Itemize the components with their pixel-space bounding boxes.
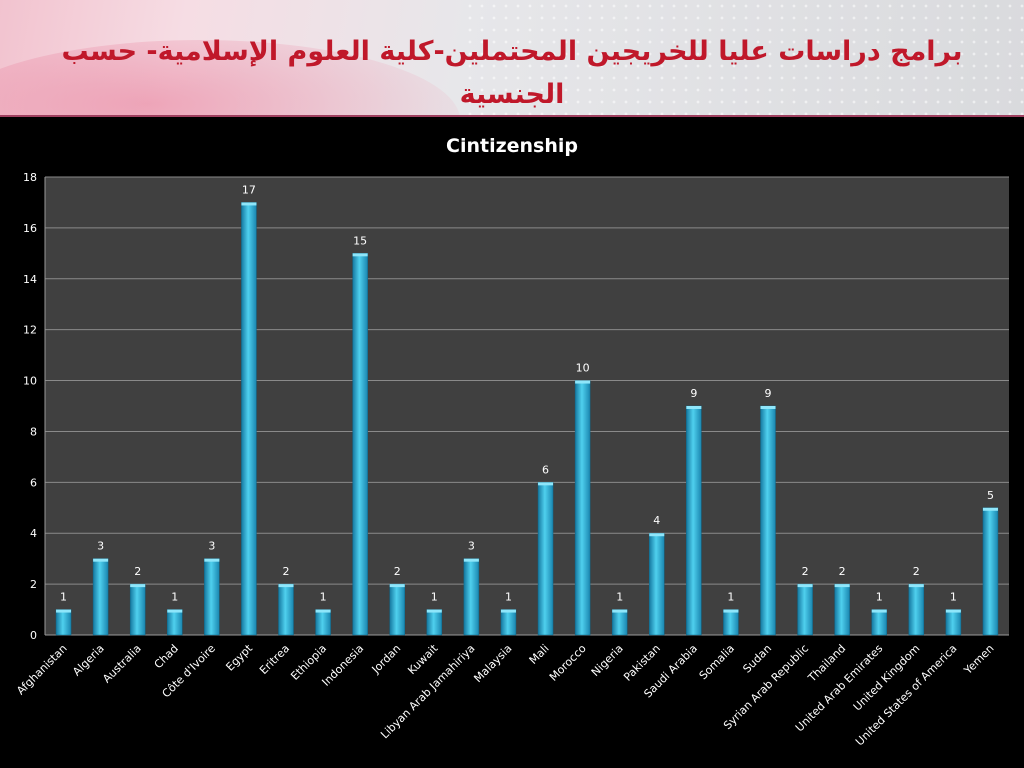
bar-cap [538, 482, 554, 486]
y-tick-label: 8 [30, 425, 37, 438]
bar-cap [204, 558, 220, 562]
bar-cap [426, 609, 442, 613]
data-label: 3 [468, 540, 475, 553]
bar-cap [723, 609, 739, 613]
bar-cap [797, 584, 813, 588]
bar-cap [389, 584, 405, 588]
y-tick-label: 4 [30, 527, 37, 540]
bar-cap [167, 609, 183, 613]
bar-cap [352, 253, 368, 257]
bar-cap [500, 609, 516, 613]
bar-cap [982, 507, 998, 511]
title-banner: برامج دراسات عليا للخريجين المحتملين-كلي… [0, 0, 1024, 117]
data-label: 2 [134, 565, 141, 578]
bar-cap [871, 609, 887, 613]
data-label: 1 [950, 591, 957, 604]
bar-cap [612, 609, 628, 613]
data-label: 1 [616, 591, 623, 604]
bar [55, 609, 72, 636]
bar-cap [945, 609, 961, 613]
y-tick-label: 2 [30, 578, 37, 591]
bar [908, 583, 925, 636]
bar-cap [834, 584, 850, 588]
y-tick-labels: 0 2 4 6 8 10 12 14 16 18 [23, 171, 37, 642]
data-label: 2 [802, 565, 809, 578]
data-label: 1 [727, 591, 734, 604]
y-tick-label: 12 [23, 324, 37, 337]
bar [241, 202, 257, 636]
data-label: 1 [171, 591, 178, 604]
data-label: 1 [60, 591, 67, 604]
y-tick-label: 16 [23, 222, 37, 235]
y-tick-label: 18 [23, 171, 37, 184]
data-label: 3 [97, 540, 104, 553]
data-label: 4 [653, 514, 660, 527]
data-label: 6 [542, 463, 549, 476]
bar-cap [908, 584, 924, 588]
bar [574, 380, 591, 636]
data-label: 9 [765, 387, 772, 400]
data-label: 1 [876, 591, 883, 604]
banner-divider [0, 115, 1024, 117]
data-label: 2 [839, 565, 846, 578]
bar [352, 253, 368, 636]
bar [834, 583, 850, 636]
bar-cap [93, 558, 109, 562]
data-label: 15 [353, 234, 367, 247]
bar [426, 609, 443, 636]
bar [686, 405, 702, 636]
bar [760, 405, 776, 636]
bar-cap [649, 533, 665, 537]
bar [537, 482, 554, 636]
bar-cap [315, 609, 331, 613]
bar [945, 609, 962, 636]
bar [167, 609, 183, 636]
bars [55, 202, 999, 636]
bar-cap [56, 609, 72, 613]
data-label: 10 [576, 362, 590, 375]
plot-area [45, 177, 1009, 635]
bar [204, 558, 220, 636]
bar [611, 609, 628, 636]
bar-cap [130, 584, 146, 588]
data-label: 1 [505, 591, 512, 604]
bar [92, 558, 109, 636]
y-tick-label: 0 [30, 629, 37, 642]
data-label: 2 [394, 565, 401, 578]
bar [797, 583, 813, 636]
bar-cap [278, 584, 294, 588]
data-label: 2 [913, 565, 920, 578]
bar [500, 609, 517, 636]
bar [982, 507, 999, 636]
slide-title: برامج دراسات عليا للخريجين المحتملين-كلي… [61, 36, 963, 110]
bar [649, 532, 665, 636]
bar-cap [241, 202, 257, 206]
y-tick-label: 6 [30, 476, 37, 489]
bar [871, 609, 887, 636]
chart-title: Cintizenship [446, 135, 578, 157]
data-label: 5 [987, 489, 994, 502]
y-tick-label: 14 [23, 273, 37, 286]
banner-dot-pattern [464, 0, 1024, 117]
bar [723, 609, 739, 636]
y-tick-label: 10 [23, 375, 37, 388]
data-label: 17 [242, 183, 256, 196]
bar-cap [463, 558, 479, 562]
bar [129, 583, 146, 636]
data-label: 2 [283, 565, 290, 578]
bar [315, 609, 331, 636]
bar-cap [760, 406, 776, 409]
data-label: 1 [431, 591, 438, 604]
data-label: 9 [690, 387, 697, 400]
bar [278, 583, 294, 636]
bar-cap [575, 380, 591, 384]
bar [389, 583, 405, 636]
bar-cap [686, 406, 702, 409]
data-label: 3 [208, 540, 215, 553]
data-label: 1 [320, 591, 327, 604]
bar [463, 558, 480, 636]
